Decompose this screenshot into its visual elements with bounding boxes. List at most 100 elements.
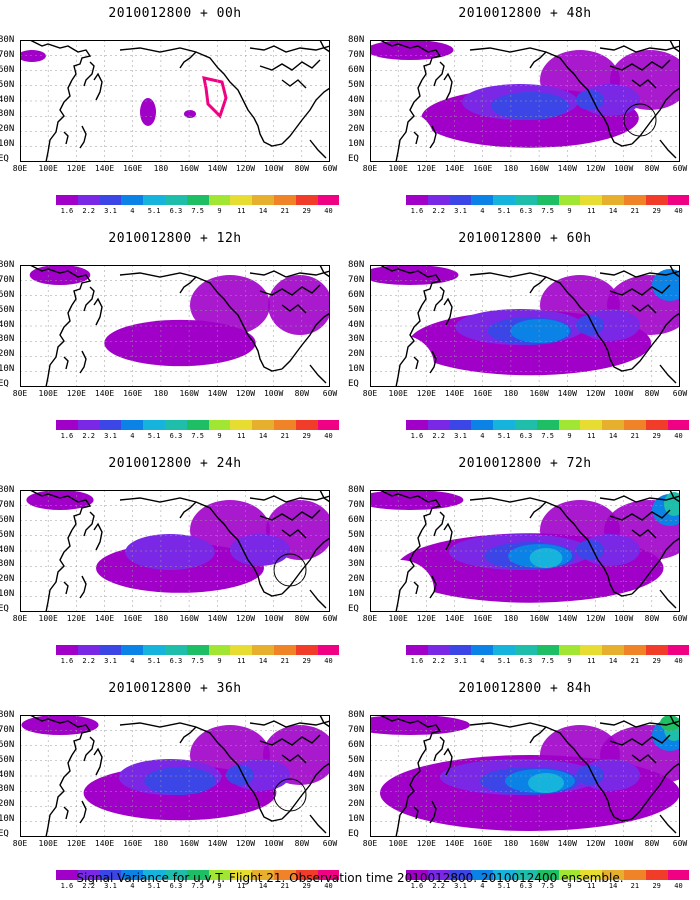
coastline: [281, 754, 307, 764]
colorbar: [56, 645, 340, 655]
longitude-label: 180: [153, 389, 169, 398]
colorbar-swatch: [645, 870, 668, 880]
colorbar-tick-label: 6.3: [519, 657, 533, 665]
longitude-label: 100W: [613, 614, 634, 623]
latitude-label: 80N: [0, 35, 15, 45]
latitude-label: 50N: [0, 304, 15, 315]
colorbar-swatch: [427, 870, 450, 880]
colorbar-tick-label: 2.2: [82, 207, 96, 215]
coastline: [669, 490, 680, 503]
colorbar-swatch: [471, 195, 494, 205]
colorbar-swatch: [427, 645, 450, 655]
coastline: [119, 47, 243, 99]
coastline: [259, 509, 321, 521]
latitude-label: 50N: [0, 79, 15, 90]
longitude-axis: 80E 100E 120E 140E 160E 180 160W 140W 120W 100W 80…: [13, 614, 337, 624]
colorbar-swatch: [208, 645, 231, 655]
colorbar-swatch: [230, 870, 253, 880]
coastline: [29, 715, 92, 756]
longitude-label: 120W: [585, 389, 606, 398]
coastline: [429, 800, 437, 824]
longitude-label: 60W: [672, 839, 688, 848]
coastline: [45, 79, 73, 162]
panel-title: 2010012800 + 36h: [108, 681, 242, 696]
longitude-label: 120E: [66, 164, 86, 173]
colorbar-swatch: [623, 645, 646, 655]
colorbar-swatch: [514, 420, 537, 430]
colorbar-tick-label: 40: [674, 657, 683, 665]
colorbar-tick-label: 7.5: [541, 207, 555, 215]
colorbar-tick-label: 29: [652, 882, 661, 890]
forecast-map: [20, 490, 330, 612]
latitude-label: EQ: [0, 604, 9, 615]
colorbar-tick-label: 14: [608, 432, 618, 440]
colorbar: [56, 195, 340, 205]
latitude-label: 40N: [348, 544, 365, 555]
colorbar-swatch: [471, 645, 494, 655]
latitude-label: 50N: [348, 754, 365, 765]
latitude-label: 20N: [348, 799, 365, 810]
coastline: [443, 297, 453, 326]
variance-field: [370, 715, 680, 831]
colorbar-tick-label: 5.1: [147, 432, 161, 440]
colorbar-swatch: [406, 195, 428, 205]
longitude-label: 140W: [557, 614, 577, 623]
coastline: [413, 356, 419, 370]
colorbar-swatch: [406, 645, 428, 655]
colorbar-tick-label: 40: [324, 207, 333, 215]
colorbar-swatch: [186, 645, 209, 655]
colorbar-swatch: [164, 420, 187, 430]
longitude-label: 140W: [557, 389, 577, 398]
longitude-label: 100W: [263, 614, 284, 623]
colorbar-swatch: [230, 195, 253, 205]
no-data-region: [370, 110, 434, 162]
longitude-label: 120E: [66, 389, 86, 398]
longitude-label: 120W: [585, 614, 606, 623]
latitude-label: 40N: [0, 94, 15, 105]
panel-title: 2010012800 + 12h: [108, 231, 242, 246]
colorbar-tick-label: 2.2: [432, 657, 446, 665]
colorbar-tick-label: 4: [130, 432, 135, 440]
colorbar-tick-label: 21: [630, 657, 640, 665]
variance-contour: [190, 275, 270, 335]
coastline: [591, 772, 633, 822]
colorbar-swatch: [493, 870, 515, 880]
coastline: [529, 726, 547, 744]
coastline: [93, 522, 103, 551]
forecast-map: [370, 40, 680, 162]
colorbar-tick-label: 9: [217, 207, 222, 215]
coastline: [119, 722, 243, 774]
coastline: [319, 490, 330, 503]
longitude-label: 100E: [38, 164, 58, 173]
coastline: [609, 284, 671, 296]
colorbar-swatch: [99, 195, 122, 205]
variance-contour: [20, 50, 46, 62]
latitude-label: EQ: [348, 829, 359, 840]
colorbar-tick-label: 1.6: [60, 657, 74, 665]
colorbar-tick-label: 9: [567, 882, 572, 890]
coastline: [45, 529, 73, 612]
longitude-label: 120E: [416, 614, 436, 623]
coastline: [433, 511, 445, 537]
coastline: [259, 734, 321, 746]
latitude-label: 30N: [0, 334, 15, 345]
colorbar-tick-label: 21: [280, 882, 290, 890]
longitude-label: 60W: [672, 614, 688, 623]
colorbar-swatch: [208, 195, 231, 205]
longitude-axis: 80E 100E 120E 140E 160E 180 160W 140W 120W 100W 80…: [13, 839, 337, 849]
colorbar-tick-label: 40: [674, 882, 683, 890]
colorbar-swatch: [77, 420, 100, 430]
forecast-map: [370, 715, 680, 837]
colorbar-swatch: [164, 870, 187, 880]
coastline: [529, 501, 547, 519]
variance-contour: [491, 92, 569, 120]
coastline: [669, 40, 680, 53]
colorbar-swatch: [514, 645, 537, 655]
latitude-label: 80N: [348, 35, 365, 45]
colorbar-swatch: [493, 645, 515, 655]
colorbar-swatch: [230, 645, 253, 655]
longitude-axis: 80E 100E 120E 140E 160E 180 160W 140W 120W 100W 80…: [363, 839, 687, 849]
colorbar-tick-label: 40: [324, 432, 333, 440]
latitude-label: 80N: [0, 260, 15, 270]
longitude-label: 140W: [557, 164, 577, 173]
